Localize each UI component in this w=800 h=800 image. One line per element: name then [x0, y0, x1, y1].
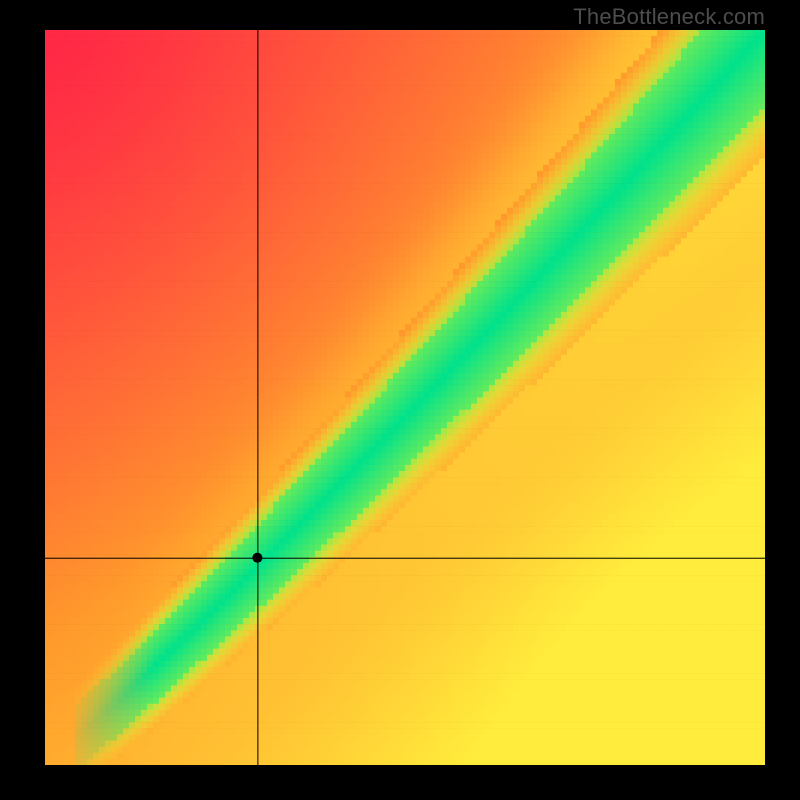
chart-frame	[45, 30, 765, 765]
heatmap-canvas	[45, 30, 765, 765]
watermark-text: TheBottleneck.com	[573, 4, 765, 30]
